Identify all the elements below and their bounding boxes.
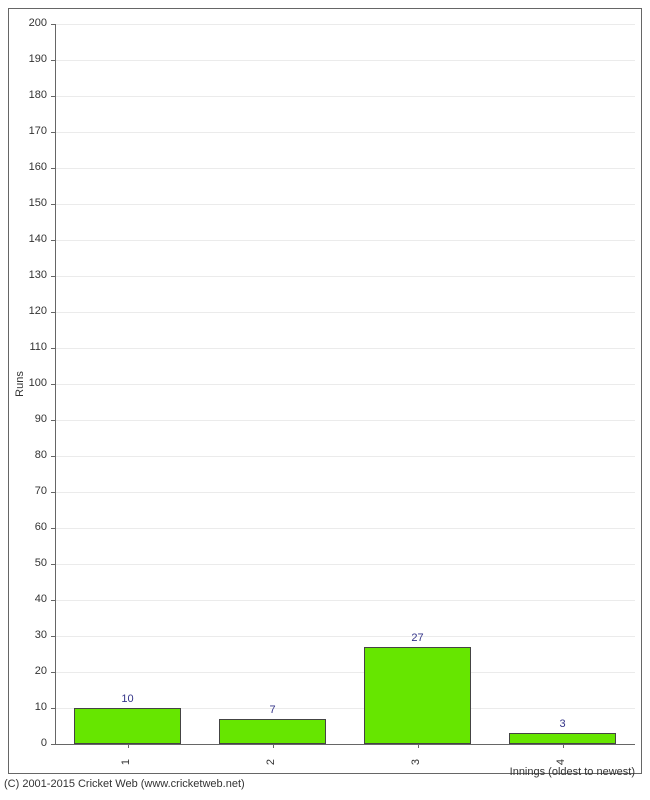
- footer-copyright: (C) 2001-2015 Cricket Web (www.cricketwe…: [4, 778, 245, 790]
- y-tick-label: 70: [17, 486, 47, 497]
- x-tick-label: 4: [555, 759, 567, 765]
- y-tick-label: 80: [17, 450, 47, 461]
- x-tick: [563, 744, 564, 748]
- gridline: [55, 276, 635, 277]
- y-tick: [51, 564, 55, 565]
- gridline: [55, 240, 635, 241]
- y-tick: [51, 276, 55, 277]
- gridline: [55, 96, 635, 97]
- y-tick: [51, 672, 55, 673]
- y-tick: [51, 348, 55, 349]
- x-tick-label: 3: [410, 759, 422, 765]
- gridline: [55, 132, 635, 133]
- y-tick-label: 200: [17, 18, 47, 29]
- y-tick-label: 10: [17, 702, 47, 713]
- y-tick: [51, 204, 55, 205]
- y-tick: [51, 384, 55, 385]
- y-tick: [51, 168, 55, 169]
- gridline: [55, 384, 635, 385]
- y-tick-label: 0: [17, 738, 47, 749]
- y-tick-label: 60: [17, 522, 47, 533]
- y-tick-label: 120: [17, 306, 47, 317]
- gridline: [55, 348, 635, 349]
- y-tick-label: 140: [17, 234, 47, 245]
- y-tick: [51, 96, 55, 97]
- y-tick: [51, 636, 55, 637]
- x-tick-label: 2: [265, 759, 277, 765]
- bar-value-label: 7: [253, 704, 293, 716]
- x-tick: [128, 744, 129, 748]
- y-tick: [51, 312, 55, 313]
- y-tick: [51, 492, 55, 493]
- bar: [219, 719, 326, 744]
- y-tick: [51, 708, 55, 709]
- bar: [364, 647, 471, 744]
- gridline: [55, 60, 635, 61]
- y-tick-label: 160: [17, 162, 47, 173]
- x-tick-label: 1: [120, 759, 132, 765]
- x-axis-line: [55, 744, 635, 745]
- y-tick-label: 20: [17, 666, 47, 677]
- y-tick: [51, 420, 55, 421]
- bar: [74, 708, 181, 744]
- gridline: [55, 672, 635, 673]
- y-tick: [51, 528, 55, 529]
- x-axis-title: Innings (oldest to newest): [510, 766, 635, 778]
- y-tick: [51, 240, 55, 241]
- y-tick: [51, 132, 55, 133]
- gridline: [55, 492, 635, 493]
- gridline: [55, 204, 635, 205]
- y-tick: [51, 456, 55, 457]
- gridline: [55, 600, 635, 601]
- y-axis-line: [55, 24, 56, 744]
- y-tick-label: 150: [17, 198, 47, 209]
- y-tick-label: 170: [17, 126, 47, 137]
- y-tick-label: 110: [17, 342, 47, 353]
- y-tick: [51, 600, 55, 601]
- y-tick-label: 90: [17, 414, 47, 425]
- y-tick: [51, 24, 55, 25]
- y-tick-label: 180: [17, 90, 47, 101]
- gridline: [55, 420, 635, 421]
- bar-value-label: 27: [398, 632, 438, 644]
- y-tick-label: 50: [17, 558, 47, 569]
- y-tick-label: 40: [17, 594, 47, 605]
- gridline: [55, 24, 635, 25]
- bar-value-label: 10: [108, 693, 148, 705]
- x-tick: [273, 744, 274, 748]
- y-tick: [51, 60, 55, 61]
- y-tick-label: 190: [17, 54, 47, 65]
- gridline: [55, 564, 635, 565]
- y-tick: [51, 744, 55, 745]
- bar-value-label: 3: [543, 718, 583, 730]
- y-axis-title: Runs: [14, 371, 26, 397]
- bar: [509, 733, 616, 744]
- y-tick-label: 130: [17, 270, 47, 281]
- gridline: [55, 168, 635, 169]
- gridline: [55, 312, 635, 313]
- x-tick: [418, 744, 419, 748]
- y-tick-label: 30: [17, 630, 47, 641]
- chart-container: 0102030405060708090100110120130140150160…: [0, 0, 650, 800]
- gridline: [55, 456, 635, 457]
- gridline: [55, 636, 635, 637]
- gridline: [55, 528, 635, 529]
